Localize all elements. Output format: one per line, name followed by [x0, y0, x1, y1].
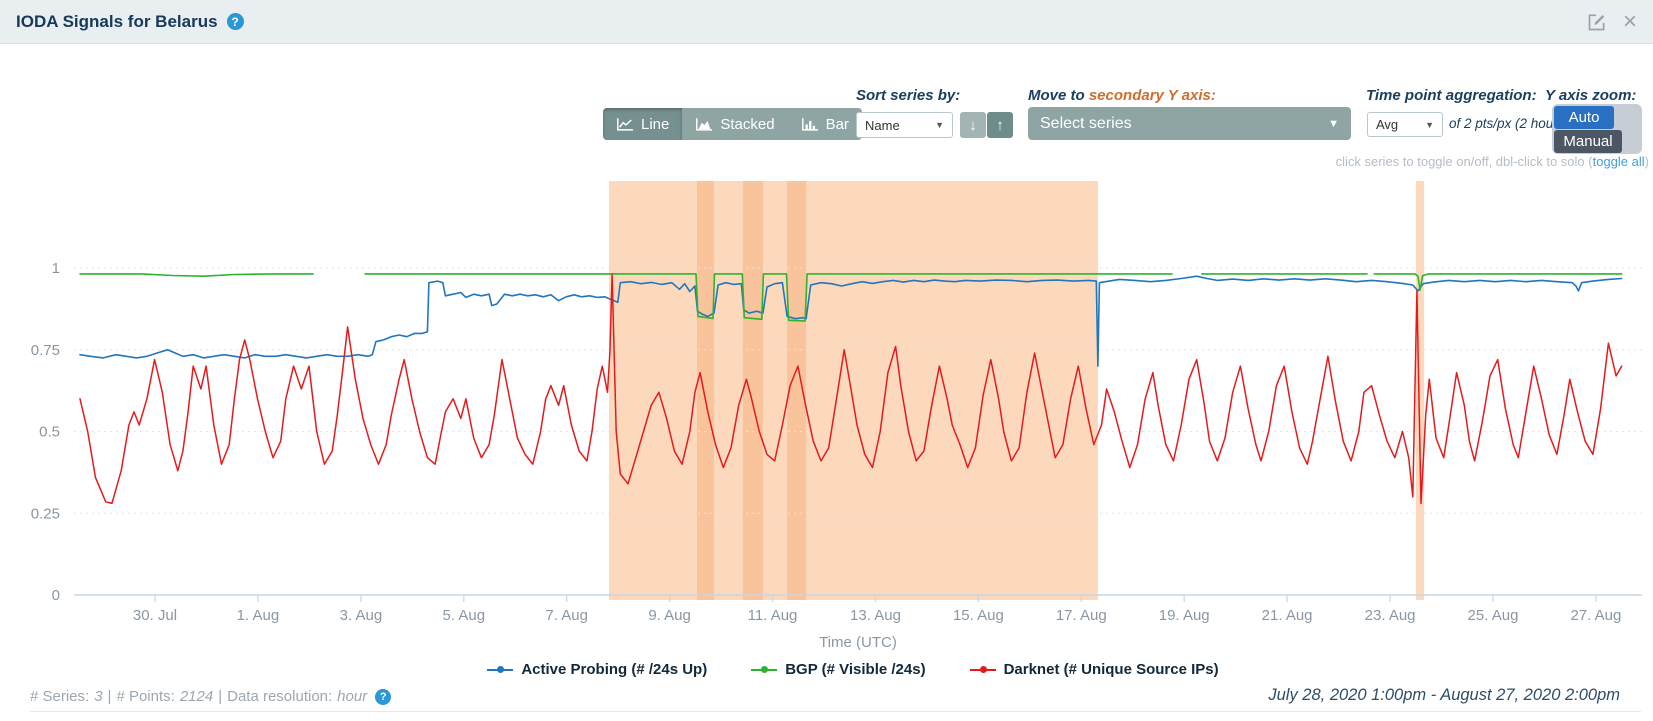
outage-shaded-region — [1415, 181, 1425, 600]
x-tick-label: 13. Aug — [850, 607, 901, 624]
legend-item-bgp[interactable]: BGP (# Visible /24s) — [751, 661, 926, 678]
points-count-value: 2124 — [179, 688, 214, 705]
x-tick-label: 1. Aug — [237, 607, 280, 624]
x-tick-label: 25. Aug — [1468, 607, 1519, 624]
sort-series-select[interactable]: Name ▼ — [856, 112, 953, 138]
legend-marker-darknet — [969, 665, 996, 674]
legend-marker-bgp — [751, 665, 778, 674]
arrow-up-icon: ↑ — [996, 116, 1004, 134]
help-icon[interactable]: ? — [375, 688, 392, 705]
stats-divider: | — [218, 688, 223, 705]
aggregation-detail: of 2 pts/px (2 hours) — [1449, 116, 1570, 131]
aggregation-select[interactable]: Avg ▼ — [1367, 112, 1443, 137]
series-line-bgp[interactable] — [79, 273, 314, 278]
aggregation-label: Time point aggregation: — [1366, 87, 1537, 104]
hint-suffix: ) — [1644, 154, 1649, 169]
x-axis-title: Time (UTC) — [819, 634, 897, 651]
sort-series-label: Sort series by: — [856, 87, 961, 104]
chart-stats: # Series: 3 | # Points: 2124 | Data reso… — [30, 688, 392, 705]
arrow-down-icon: ↓ — [969, 116, 977, 134]
sort-ascending-button[interactable]: ↑ — [987, 112, 1013, 138]
series-line-bgp[interactable] — [1373, 273, 1623, 292]
secondary-axis-label-prefix: Move to — [1028, 87, 1089, 104]
chart-type-stacked-button[interactable]: Stacked — [682, 108, 788, 140]
y-tick-label: 0 — [52, 587, 60, 604]
outage-shaded-region — [787, 181, 807, 600]
chart-type-bar-label: Bar — [825, 115, 849, 133]
edit-icon[interactable] — [1587, 12, 1607, 32]
legend-marker-active-probing — [487, 665, 514, 674]
page-title: IODA Signals for Belarus — [16, 11, 218, 31]
legend-label-bgp: BGP (# Visible /24s) — [785, 661, 926, 678]
outage-shaded-region — [697, 181, 714, 600]
x-tick-label: 5. Aug — [443, 607, 486, 624]
close-icon[interactable]: × — [1622, 7, 1637, 35]
y-tick-label: 0.25 — [31, 505, 60, 522]
panel-header: IODA Signals for Belarus ? × — [0, 0, 1653, 44]
bottom-divider — [30, 711, 1641, 712]
aggregation-value: Avg — [1376, 117, 1399, 132]
chart-legend: Active Probing (# /24s Up) BGP (# Visibl… — [80, 661, 1626, 678]
y-zoom-manual-button[interactable]: Manual — [1554, 130, 1622, 153]
series-count-label: # Series: — [30, 688, 90, 705]
y-zoom-auto-button[interactable]: Auto — [1554, 106, 1614, 129]
chevron-down-icon: ▼ — [935, 120, 944, 130]
sort-series-value: Name — [865, 117, 900, 133]
bar-chart-icon — [801, 117, 819, 132]
y-axis-zoom-toggle: Auto Manual — [1552, 104, 1642, 154]
chevron-down-icon: ▼ — [1425, 119, 1434, 130]
time-range-label: July 28, 2020 1:00pm - August 27, 2020 2… — [1268, 686, 1620, 704]
legend-item-darknet[interactable]: Darknet (# Unique Source IPs) — [969, 661, 1219, 678]
toggle-all-link[interactable]: toggle all — [1592, 154, 1645, 169]
y-tick-label: 0.5 — [39, 424, 60, 441]
stacked-chart-icon — [695, 117, 713, 132]
resolution-value: hour — [337, 688, 368, 705]
outage-shaded-region — [609, 181, 1098, 600]
legend-label-active-probing: Active Probing (# /24s Up) — [521, 661, 708, 678]
secondary-axis-label: Move to secondary Y axis: — [1028, 87, 1216, 104]
select-series-placeholder: Select series — [1040, 114, 1132, 132]
select-series-dropdown[interactable]: Select series ▼ — [1028, 107, 1351, 140]
x-tick-label: 27. Aug — [1570, 607, 1621, 624]
secondary-axis-label-highlight: secondary Y axis: — [1088, 87, 1216, 104]
legend-item-active-probing[interactable]: Active Probing (# /24s Up) — [487, 661, 707, 678]
series-line-bgp[interactable] — [364, 273, 1173, 322]
line-chart-icon — [616, 117, 634, 132]
series-count-value: 3 — [94, 688, 103, 705]
help-icon[interactable]: ? — [226, 13, 244, 30]
x-tick-label: 21. Aug — [1262, 607, 1313, 624]
x-tick-label: 23. Aug — [1365, 607, 1416, 624]
series-line-darknet[interactable] — [79, 273, 1623, 505]
y-tick-label: 0.75 — [31, 342, 60, 359]
chevron-down-icon: ▼ — [1328, 117, 1339, 130]
x-tick-label: 30. Jul — [133, 607, 177, 624]
stats-divider: | — [107, 688, 112, 705]
series-line-active-probing[interactable] — [79, 275, 1623, 367]
x-tick-label: 3. Aug — [340, 607, 383, 624]
x-tick-label: 19. Aug — [1159, 607, 1210, 624]
resolution-label: Data resolution: — [227, 688, 333, 705]
sort-descending-button[interactable]: ↓ — [960, 112, 986, 138]
points-count-label: # Points: — [116, 688, 175, 705]
y-tick-label: 1 — [52, 260, 60, 277]
x-tick-label: 17. Aug — [1056, 607, 1107, 624]
chart-type-line-label: Line — [641, 115, 670, 133]
outage-shaded-region — [742, 181, 763, 600]
chart-type-group: Line Stacked Bar — [603, 108, 862, 140]
chart-type-stacked-label: Stacked — [720, 115, 775, 133]
legend-label-darknet: Darknet (# Unique Source IPs) — [1003, 661, 1219, 678]
series-toggle-hint: click series to toggle on/off, dbl-click… — [1336, 154, 1649, 169]
y-axis-zoom-label: Y axis zoom: — [1545, 87, 1637, 104]
hint-text: click series to toggle on/off, dbl-click… — [1335, 154, 1593, 169]
chart-type-bar-button[interactable]: Bar — [787, 108, 862, 140]
x-tick-label: 15. Aug — [953, 607, 1004, 624]
header-actions: × — [1587, 7, 1637, 35]
x-tick-label: 9. Aug — [648, 607, 691, 624]
x-tick-label: 7. Aug — [545, 607, 588, 624]
chart-type-line-button[interactable]: Line — [603, 108, 683, 140]
x-tick-label: 11. Aug — [748, 607, 798, 624]
